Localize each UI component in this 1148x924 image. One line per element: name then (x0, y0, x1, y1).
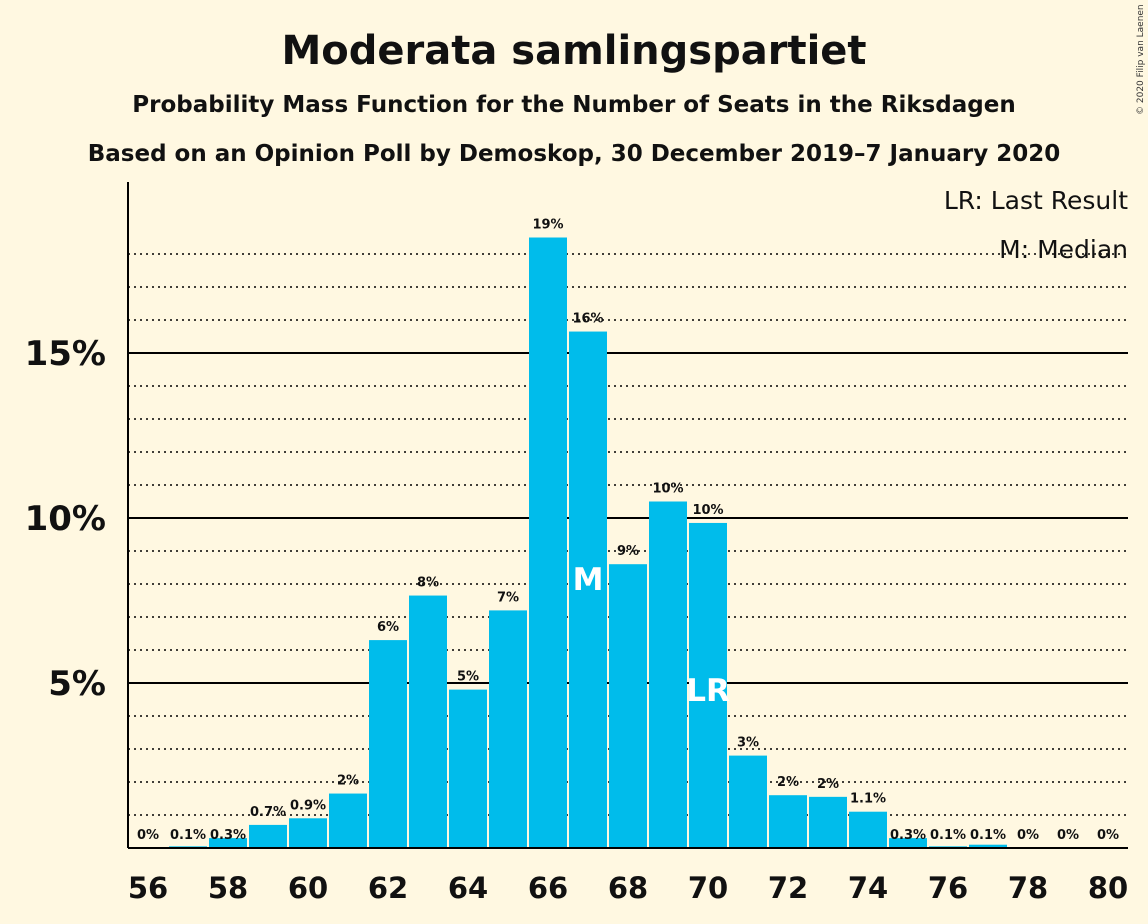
data-label-seat-75: 0.3% (890, 828, 926, 843)
x-tick-label-76: 76 (928, 871, 968, 905)
x-tick-label-58: 58 (208, 871, 248, 905)
data-label-seat-62: 6% (377, 620, 399, 635)
bar-seat-68 (609, 564, 647, 848)
bar-seat-69 (649, 501, 687, 848)
x-tick-label-80: 80 (1088, 871, 1128, 905)
bar-seat-59 (249, 824, 287, 848)
bar-seat-73 (809, 796, 847, 848)
data-label-seat-80: 0% (1097, 828, 1119, 843)
data-label-seat-56: 0% (137, 828, 159, 843)
bar-seat-72 (769, 795, 807, 848)
data-label-seat-67: 16% (572, 312, 603, 327)
data-label-seat-79: 0% (1057, 828, 1079, 843)
bar-seat-60 (289, 818, 327, 848)
data-label-seat-57: 0.1% (170, 828, 206, 843)
y-tick-label-15: 15% (25, 334, 106, 374)
bar-seat-74 (849, 811, 887, 848)
data-label-seat-63: 8% (417, 576, 439, 591)
data-label-seat-69: 10% (652, 482, 683, 497)
data-label-seat-61: 2% (337, 774, 359, 789)
copyright-notice: © 2020 Filip van Laenen (1136, 4, 1146, 115)
legend-median: M: Median (999, 235, 1128, 264)
data-label-seat-76: 0.1% (930, 828, 966, 843)
x-tick-label-64: 64 (448, 871, 488, 905)
data-label-seat-72: 2% (777, 775, 799, 790)
data-label-seat-73: 2% (817, 777, 839, 792)
bar-seat-65 (489, 610, 527, 848)
axis-layer: 5% 10% 15% 56 58 60 62 64 66 68 70 72 74 76 78 80 (25, 182, 1128, 905)
data-label-seat-64: 5% (457, 670, 479, 685)
x-tick-label-56: 56 (128, 871, 168, 905)
data-label-seat-68: 9% (617, 544, 639, 559)
data-labels-layer: 0% 0.1% 0.3% 0.7% 0.9% 2% 6% 8% 5% 7% 19% 16% 9% 10% 1… (137, 218, 1119, 844)
data-label-seat-66: 19% (532, 218, 563, 233)
data-label-seat-65: 7% (497, 590, 519, 605)
bar-seat-70 (689, 522, 727, 848)
markers-layer: M LR (573, 562, 730, 709)
bar-seat-62 (369, 640, 407, 848)
bar-seat-58 (209, 838, 247, 848)
bar-seat-61 (329, 793, 367, 848)
data-label-seat-58: 0.3% (210, 828, 246, 843)
bar-seat-67 (569, 331, 607, 848)
data-label-seat-60: 0.9% (290, 798, 326, 813)
chart-subtitle: Probability Mass Function for the Number… (132, 92, 1015, 118)
x-tick-label-68: 68 (608, 871, 648, 905)
chart-subtitle-poll: Based on an Opinion Poll by Demoskop, 30… (88, 141, 1061, 167)
data-label-seat-59: 0.7% (250, 805, 286, 820)
bar-seat-64 (449, 689, 487, 848)
data-label-seat-70: 10% (692, 503, 723, 518)
bar-seat-77 (969, 844, 1007, 848)
bar-seat-63 (409, 595, 447, 848)
x-tick-label-78: 78 (1008, 871, 1048, 905)
chart-title: Moderata samlingspartiet (281, 28, 866, 74)
x-tick-label-62: 62 (368, 871, 408, 905)
x-tick-label-70: 70 (688, 871, 728, 905)
y-tick-label-5: 5% (48, 664, 106, 704)
data-label-seat-77: 0.1% (970, 828, 1006, 843)
bar-seat-75 (889, 838, 927, 848)
bar-seat-66 (529, 237, 567, 848)
bar-seat-71 (729, 755, 767, 848)
y-tick-label-10: 10% (25, 499, 106, 539)
x-tick-label-66: 66 (528, 871, 568, 905)
median-marker: M (573, 562, 604, 598)
bars-layer (169, 237, 1007, 848)
data-label-seat-78: 0% (1017, 828, 1039, 843)
x-tick-label-74: 74 (848, 871, 888, 905)
x-tick-label-60: 60 (288, 871, 328, 905)
data-label-seat-74: 1.1% (850, 792, 886, 807)
data-label-seat-71: 3% (737, 736, 759, 751)
legend-last-result: LR: Last Result (944, 186, 1128, 215)
last-result-marker: LR (686, 673, 730, 709)
x-tick-label-72: 72 (768, 871, 808, 905)
